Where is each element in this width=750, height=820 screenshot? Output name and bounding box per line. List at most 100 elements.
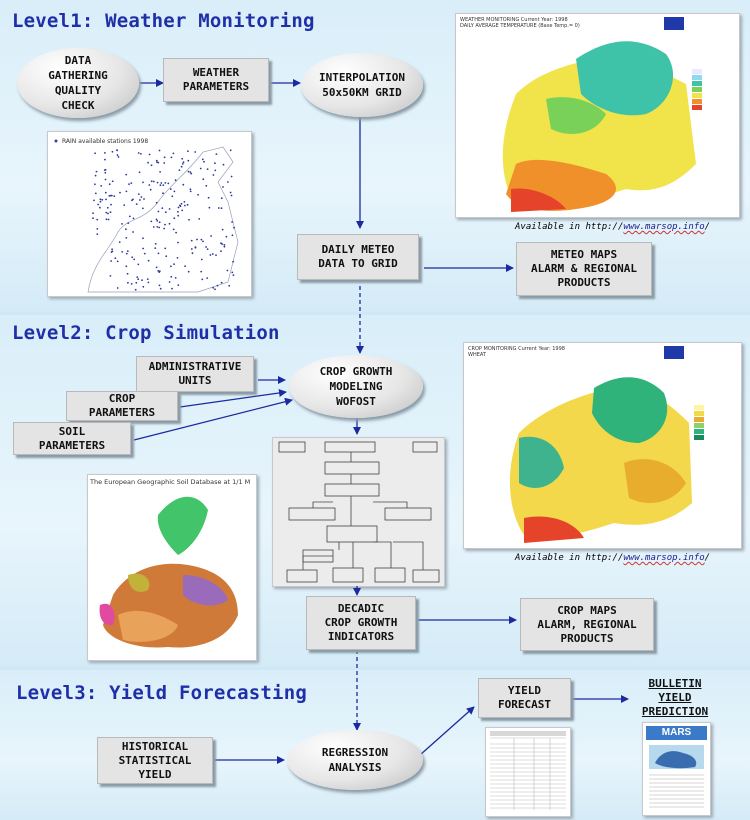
station-dot (169, 188, 172, 190)
station-dot (182, 183, 185, 186)
station-dot (229, 149, 232, 152)
station-dot (217, 207, 220, 209)
station-dot (206, 277, 209, 279)
crop-map: CROP MONITORING Current Year: 1998 WHEAT (463, 342, 742, 549)
station-dot (209, 254, 212, 256)
station-dot (231, 271, 234, 274)
node-interpolation: INTERPOLATION 50x50KM GRID (301, 53, 423, 117)
station-dot (105, 198, 107, 201)
station-dot (138, 171, 141, 174)
station-dot (156, 220, 159, 222)
node-regression-analysis: REGRESSION ANALYSIS (287, 730, 423, 790)
station-dot (155, 159, 158, 162)
station-dot (121, 251, 124, 253)
station-dot (176, 257, 179, 259)
station-dot (108, 183, 111, 186)
station-dot (156, 181, 159, 184)
station-dot (162, 184, 165, 186)
station-dot (177, 241, 179, 244)
station-dot (205, 246, 208, 248)
station-dot (127, 222, 130, 224)
meteo-caption-link[interactable]: www.marsop.info (623, 222, 705, 232)
station-dot (220, 207, 223, 210)
arrow-soil-to-cropgrowth (133, 397, 293, 441)
station-dot (95, 170, 98, 173)
station-dot (196, 238, 198, 241)
station-dot (155, 266, 158, 269)
station-dot (92, 217, 94, 220)
station-dot (137, 193, 140, 195)
station-dot (187, 159, 190, 162)
wofost-flow-diagram (272, 437, 445, 587)
station-dot (214, 169, 217, 172)
station-dot (177, 284, 180, 286)
station-dot (140, 196, 143, 198)
station-dot (146, 278, 149, 280)
station-dot (125, 190, 128, 193)
station-dot (202, 178, 205, 181)
station-dot (182, 161, 185, 163)
station-dot (202, 240, 204, 243)
station-dot (190, 248, 193, 250)
station-dot (116, 260, 119, 263)
station-dot (155, 201, 158, 204)
station-dot (163, 162, 166, 164)
station-dot (96, 233, 99, 235)
station-dot (105, 218, 108, 221)
station-dot (181, 157, 184, 160)
station-dot (183, 201, 186, 203)
station-dot (99, 206, 101, 209)
station-dot (116, 287, 119, 289)
station-dot (216, 284, 219, 287)
station-dot (174, 179, 177, 182)
station-dot (201, 278, 204, 281)
node-weather-parameters: WEATHER PARAMETERS (163, 58, 269, 102)
station-dot (232, 274, 235, 276)
station-dot (103, 169, 106, 171)
station-dot (137, 263, 140, 266)
crop-caption-suffix: / (704, 553, 711, 563)
node-historical-yield: HISTORICAL STATISTICAL YIELD (97, 737, 213, 784)
station-dot (222, 163, 225, 166)
station-dot (226, 269, 229, 272)
station-dot (152, 180, 155, 183)
station-dot (172, 152, 175, 155)
station-dot (184, 204, 186, 207)
station-dot (214, 288, 216, 291)
station-dot (158, 226, 161, 229)
station-dot (220, 242, 222, 245)
station-dot (171, 287, 173, 290)
station-dot (130, 182, 133, 184)
station-dot (163, 227, 165, 230)
meteo-caption-suffix: / (704, 222, 711, 232)
station-dot (208, 206, 211, 209)
station-dot (197, 193, 200, 196)
level1-title: Level1: Weather Monitoring (12, 10, 315, 32)
station-dot (99, 200, 102, 203)
station-dot (164, 211, 167, 214)
meteo-caption-prefix: Available in http:// (515, 222, 624, 232)
station-dot (198, 218, 201, 220)
station-dot (121, 223, 123, 225)
station-dot (101, 198, 104, 201)
station-dot (93, 199, 95, 202)
crop-caption-link[interactable]: www.marsop.info (623, 553, 705, 563)
station-dot (179, 204, 181, 207)
station-dot (231, 234, 234, 237)
station-dot (205, 184, 208, 187)
station-dot (104, 158, 106, 161)
mars-logo: MARS (646, 726, 707, 740)
station-dot (223, 245, 226, 248)
station-dot (111, 150, 114, 153)
station-dot (143, 252, 146, 255)
station-dot (156, 226, 159, 228)
station-dot (206, 248, 209, 250)
station-dot (126, 272, 129, 275)
arrow-regression-to-forecast (419, 706, 475, 756)
station-dot (163, 156, 166, 159)
station-dot (96, 218, 99, 221)
station-dot (164, 182, 167, 184)
station-dot (104, 191, 107, 194)
station-dot (215, 153, 218, 155)
station-dot (94, 183, 96, 186)
